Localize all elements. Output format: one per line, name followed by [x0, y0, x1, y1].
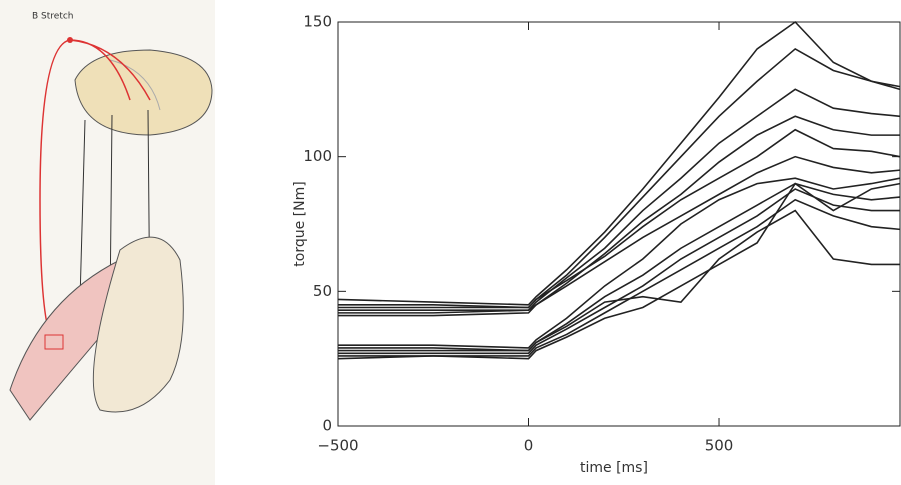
trace	[338, 47, 901, 309]
trace	[338, 177, 901, 349]
plot-frame	[337, 21, 901, 427]
trace	[338, 182, 901, 360]
y-tick-label: 0	[322, 417, 332, 435]
trace	[337, 198, 901, 360]
x-axis-label: time [ms]	[580, 460, 648, 476]
trace	[338, 155, 901, 314]
trace	[338, 128, 901, 309]
panel-label: B Stretch	[32, 12, 74, 22]
illustration: B Stretch	[0, 0, 215, 485]
gray-matter	[109, 59, 161, 111]
x-tick-label: 0	[524, 437, 534, 455]
spindle	[44, 334, 64, 350]
limb	[92, 236, 184, 413]
trace	[338, 188, 900, 355]
afferent-branch	[69, 39, 151, 101]
ganglion	[67, 37, 73, 43]
spinal-cord	[74, 49, 213, 136]
trace	[337, 20, 901, 306]
x-tick-label: 500	[705, 437, 734, 455]
x-tick-label: −500	[317, 437, 358, 455]
y-axis-label: torque [Nm]	[292, 181, 308, 266]
y-tick-label: 150	[303, 13, 332, 31]
trace	[338, 88, 901, 311]
trace	[338, 115, 900, 317]
y-tick-label: 50	[313, 282, 332, 300]
trace	[338, 209, 900, 352]
y-tick-label: 100	[303, 147, 332, 165]
